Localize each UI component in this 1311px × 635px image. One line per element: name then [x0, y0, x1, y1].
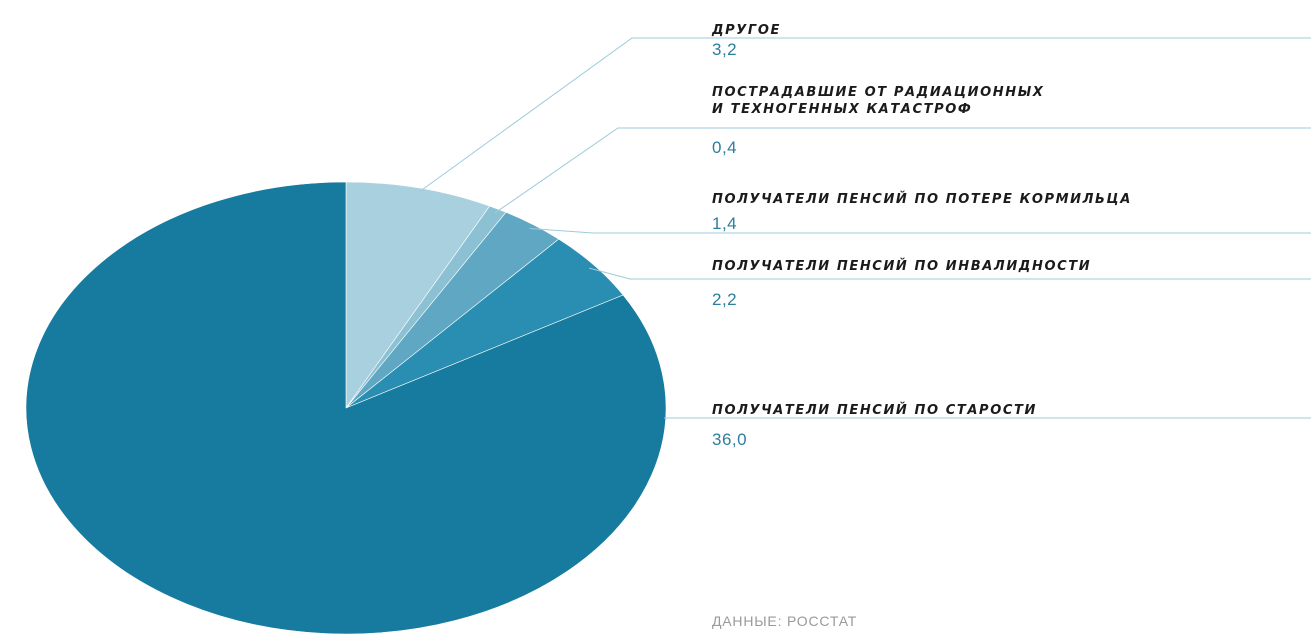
leader-line-1 — [418, 37, 1311, 193]
leader-line-2 — [494, 127, 1311, 214]
slice-label-4: ПОЛУЧАТЕЛИ ПЕНСИЙ ПО ИНВАЛИДНОСТИ — [712, 258, 1091, 275]
slice-label-line: ПОСТРАДАВШИЕ ОТ РАДИАЦИОННЫХ — [712, 85, 1045, 100]
slice-label-line: ПОЛУЧАТЕЛИ ПЕНСИЙ ПО ПОТЕРЕ КОРМИЛЬЦА — [712, 192, 1132, 207]
slice-value-1: 3,2 — [712, 40, 738, 59]
data-source: ДАННЫЕ: РОССТАТ — [712, 613, 858, 629]
leader-line-4 — [589, 267, 1311, 280]
pie-slice-1 — [345, 181, 491, 409]
slice-label-3: ПОЛУЧАТЕЛИ ПЕНСИЙ ПО ПОТЕРЕ КОРМИЛЬЦА — [712, 191, 1132, 208]
slice-label-5: ПОЛУЧАТЕЛИ ПЕНСИЙ ПО СТАРОСТИ — [712, 402, 1037, 419]
slice-label-2: ПОСТРАДАВШИЕ ОТ РАДИАЦИОННЫХ И ТЕХНОГЕННЫ… — [712, 84, 1044, 118]
pie-slice-5 — [25, 181, 667, 635]
slice-value-3: 1,4 — [712, 214, 738, 233]
slice-label-line: И ТЕХНОГЕННЫХ КАТАСТРОФ — [712, 102, 973, 117]
slice-value-4: 2,2 — [712, 290, 738, 309]
slice-value-5: 36,0 — [712, 430, 748, 449]
slice-label-line: ПОЛУЧАТЕЛИ ПЕНСИЙ ПО СТАРОСТИ — [712, 403, 1037, 418]
slice-label-line: ПОЛУЧАТЕЛИ ПЕНСИЙ ПО ИНВАЛИДНОСТИ — [712, 259, 1092, 274]
leader-line-3 — [529, 227, 1311, 234]
slice-label-1: ДРУГОЕ — [712, 22, 781, 39]
slice-label-line: ДРУГОЕ — [712, 23, 781, 38]
slice-value-2: 0,4 — [712, 138, 738, 157]
